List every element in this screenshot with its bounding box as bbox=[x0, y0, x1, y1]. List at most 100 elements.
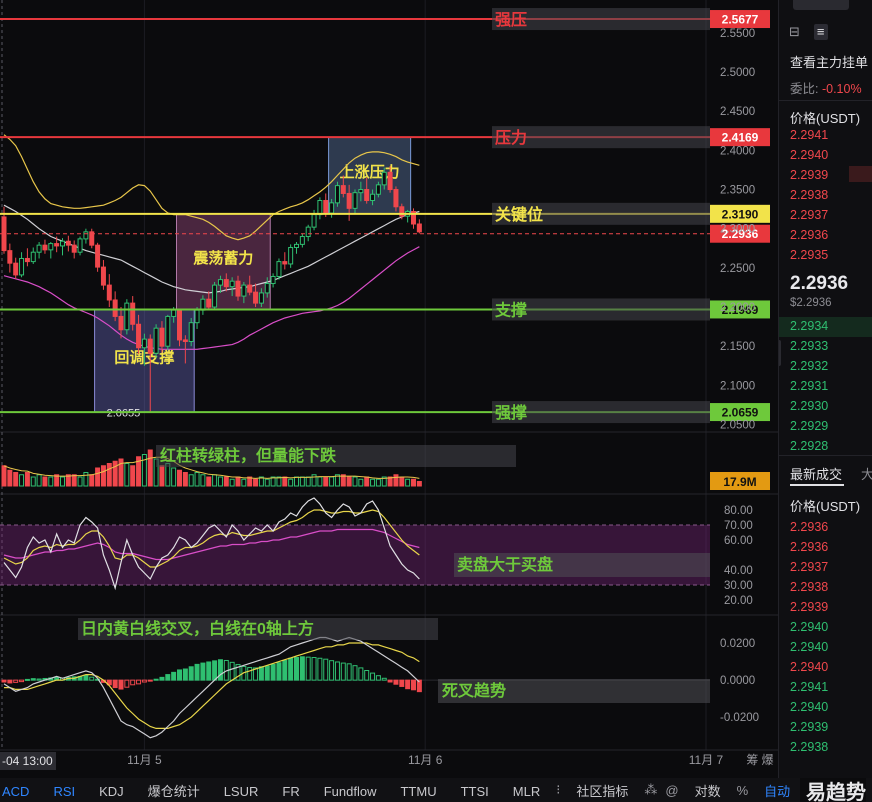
volume-bar bbox=[65, 474, 71, 487]
indicator-tab-mlr[interactable]: MLR bbox=[512, 783, 541, 799]
indicator-tab-ttmu[interactable]: TTMU bbox=[400, 783, 437, 799]
macd-histogram-bar bbox=[36, 678, 42, 681]
candle-body bbox=[276, 261, 282, 277]
current-price-tag bbox=[710, 224, 770, 243]
latest-trades-tab[interactable]: 最新成交 bbox=[790, 467, 843, 482]
indicator-tab-bar: ACD RSI KDJ 爆仓统计 LSUR FR Fundflow TTMU TTSI MLR ⁝… bbox=[0, 778, 872, 802]
macd-histogram-bar bbox=[136, 679, 142, 685]
volume-bar bbox=[177, 469, 182, 487]
indicator-tab-rsi[interactable]: RSI bbox=[53, 783, 76, 799]
price-axis-tick: 2.5000 bbox=[720, 67, 755, 79]
volume-ma-line bbox=[3, 456, 420, 479]
indicator-tab-kdj[interactable]: KDJ bbox=[99, 783, 124, 799]
volume-bar bbox=[381, 476, 387, 487]
indicator-tab-爆仓统计[interactable]: 爆仓统计 bbox=[147, 783, 200, 799]
view-asks-icon[interactable]: ≡ bbox=[813, 24, 828, 40]
macd-histogram-bar bbox=[124, 679, 130, 688]
indicator-tab-fr[interactable]: FR bbox=[282, 783, 300, 799]
macd-yellow-line bbox=[4, 642, 420, 730]
macd-histogram-bar bbox=[282, 659, 288, 681]
large-trades-tab[interactable]: 大 bbox=[861, 464, 872, 483]
panel-collapse-handle[interactable]: ▸ bbox=[779, 340, 781, 366]
date-axis-tick: 11月 5 bbox=[127, 753, 162, 767]
volume-bar bbox=[30, 476, 36, 487]
candle-body bbox=[212, 284, 218, 308]
share-icon[interactable]: ⁂ bbox=[644, 782, 658, 797]
volume-bar bbox=[352, 476, 358, 487]
candle-body bbox=[399, 206, 405, 217]
macd-histogram-bar bbox=[329, 660, 335, 681]
candle-body bbox=[147, 338, 153, 354]
candle-body bbox=[89, 231, 95, 246]
price-axis-tick: 2.3000 bbox=[720, 224, 755, 236]
community-indicators-icon[interactable]: ⁝ bbox=[556, 782, 561, 797]
ask-depth-bar bbox=[849, 166, 872, 182]
candle-body bbox=[411, 210, 416, 225]
percent-toggle[interactable]: % bbox=[736, 782, 749, 798]
indicator-tab-fundflow[interactable]: Fundflow bbox=[323, 783, 377, 799]
candle-body bbox=[171, 309, 177, 317]
volume-bar bbox=[358, 478, 364, 487]
volume-bar bbox=[411, 478, 416, 487]
volume-bar bbox=[206, 476, 212, 487]
log-scale-toggle[interactable]: 对数 bbox=[694, 783, 721, 799]
candle-body bbox=[182, 339, 188, 342]
macd-histogram-bar bbox=[399, 679, 405, 687]
macd-histogram-bar bbox=[24, 678, 30, 681]
level-price-text: 2.5677 bbox=[722, 13, 759, 27]
level-label: 压力 bbox=[495, 128, 527, 147]
candle-body bbox=[112, 299, 118, 317]
candle-body bbox=[364, 189, 370, 202]
level-label: 关键位 bbox=[495, 205, 543, 224]
level-price-tag bbox=[710, 10, 770, 29]
candle-body bbox=[311, 214, 317, 228]
macd-annotation-top: 日内黄白线交叉，白线在0轴上方 bbox=[81, 619, 314, 638]
volume-bar bbox=[13, 472, 19, 487]
candle-body bbox=[305, 226, 311, 238]
candle-body bbox=[229, 280, 235, 288]
candle-body bbox=[188, 322, 194, 342]
top-button[interactable] bbox=[793, 0, 849, 10]
macd-histogram-bar bbox=[106, 679, 112, 686]
candle-body bbox=[141, 338, 147, 349]
volume-bar bbox=[241, 478, 247, 487]
candle-body bbox=[393, 189, 399, 208]
order-book-mid-usd: $2.2936 bbox=[790, 297, 832, 309]
indicator-tab-lsur[interactable]: LSUR bbox=[223, 783, 259, 799]
volume-bar bbox=[182, 472, 188, 487]
indicator-tab-ttsi[interactable]: TTSI bbox=[460, 783, 489, 799]
macd-axis-tick: 0.0200 bbox=[720, 638, 755, 650]
axis-corner-label: 筹 爆 bbox=[746, 753, 773, 767]
volume-bar bbox=[77, 476, 83, 487]
macd-histogram-bar bbox=[171, 671, 177, 681]
volume-bar bbox=[258, 476, 264, 487]
macd-histogram-bar bbox=[393, 679, 399, 685]
volume-bar bbox=[194, 472, 200, 487]
candle-body bbox=[19, 257, 25, 276]
level-label-box bbox=[492, 8, 710, 31]
indicator-tab-acd[interactable]: ACD bbox=[2, 783, 30, 799]
view-both-icon[interactable]: ⊟ bbox=[789, 24, 800, 39]
macd-histogram-bar bbox=[165, 674, 171, 681]
macd-histogram-bar bbox=[299, 656, 305, 681]
candle-body bbox=[7, 250, 13, 264]
volume-bar bbox=[247, 476, 253, 487]
volume-bar bbox=[253, 478, 259, 487]
volume-bar bbox=[270, 476, 276, 487]
macd-histogram-bar bbox=[416, 679, 422, 693]
macd-histogram-bar bbox=[247, 667, 253, 681]
at-icon[interactable]: @ bbox=[665, 782, 679, 798]
order-view-link[interactable]: 查看主力挂单 bbox=[790, 55, 869, 70]
volume-bar bbox=[294, 476, 299, 487]
volume-bar bbox=[311, 474, 317, 487]
community-indicators-tab[interactable]: 社区指标 bbox=[576, 783, 629, 799]
macd-histogram-bar bbox=[288, 657, 294, 681]
level-label: 强撑 bbox=[495, 403, 527, 422]
volume-bar bbox=[375, 478, 381, 487]
candle-body bbox=[95, 244, 101, 268]
auto-scale-toggle[interactable]: 自动 bbox=[764, 783, 791, 799]
order-book-view-icons: ⊟ ≡ bbox=[789, 24, 828, 40]
volume-bar bbox=[19, 474, 25, 487]
macd-histogram-bar bbox=[405, 679, 411, 690]
